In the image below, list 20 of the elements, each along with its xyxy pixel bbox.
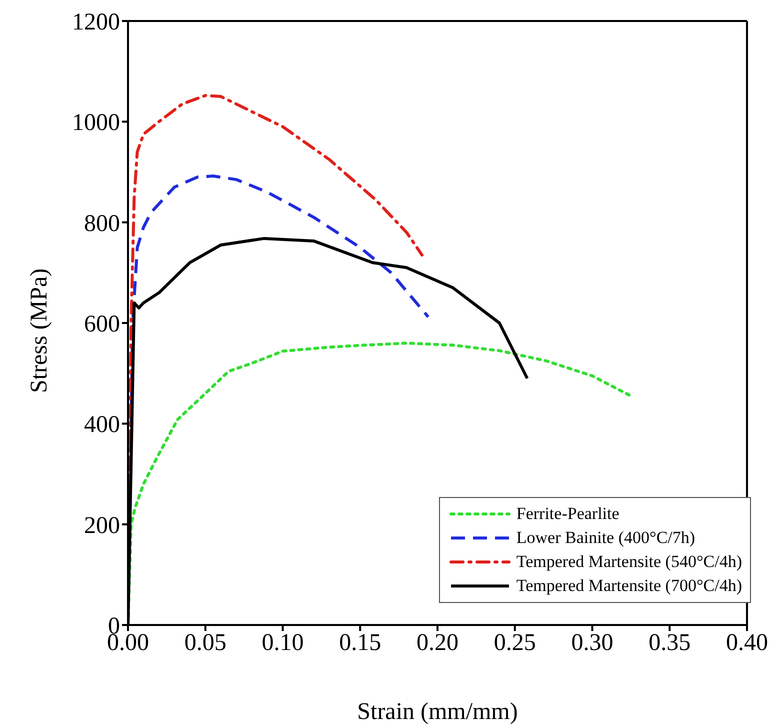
x-tick-label: 0.20 xyxy=(416,630,458,656)
x-tick-label: 0.40 xyxy=(726,630,768,656)
y-tick-label: 800 xyxy=(84,210,120,237)
x-tick-label: 0.25 xyxy=(494,630,536,656)
y-axis-title: Stress (MPa) xyxy=(26,268,53,393)
x-tick-label: 0.35 xyxy=(648,630,691,656)
y-tick-label: 600 xyxy=(84,312,120,338)
x-tick-label: 0.05 xyxy=(184,630,226,656)
legend-label: Ferrite-Pearlite xyxy=(516,504,620,524)
x-tick-label: 0.30 xyxy=(571,630,614,656)
legend-label: Lower Bainite (400°C/7h) xyxy=(516,528,696,548)
x-tick-label: 0.15 xyxy=(339,630,382,656)
x-tick-label: 0.10 xyxy=(262,630,304,656)
x-axis-title: Strain (mm/mm) xyxy=(357,699,518,725)
y-tick-label: 1200 xyxy=(72,10,120,36)
legend-label: Tempered Martensite (540°C/4h) xyxy=(516,552,742,572)
y-tick-label: 200 xyxy=(84,512,120,539)
legend-label: Tempered Martensite (700°C/4h) xyxy=(516,576,742,596)
y-tick-label: 1000 xyxy=(72,110,120,136)
y-tick-label: 400 xyxy=(84,412,120,438)
